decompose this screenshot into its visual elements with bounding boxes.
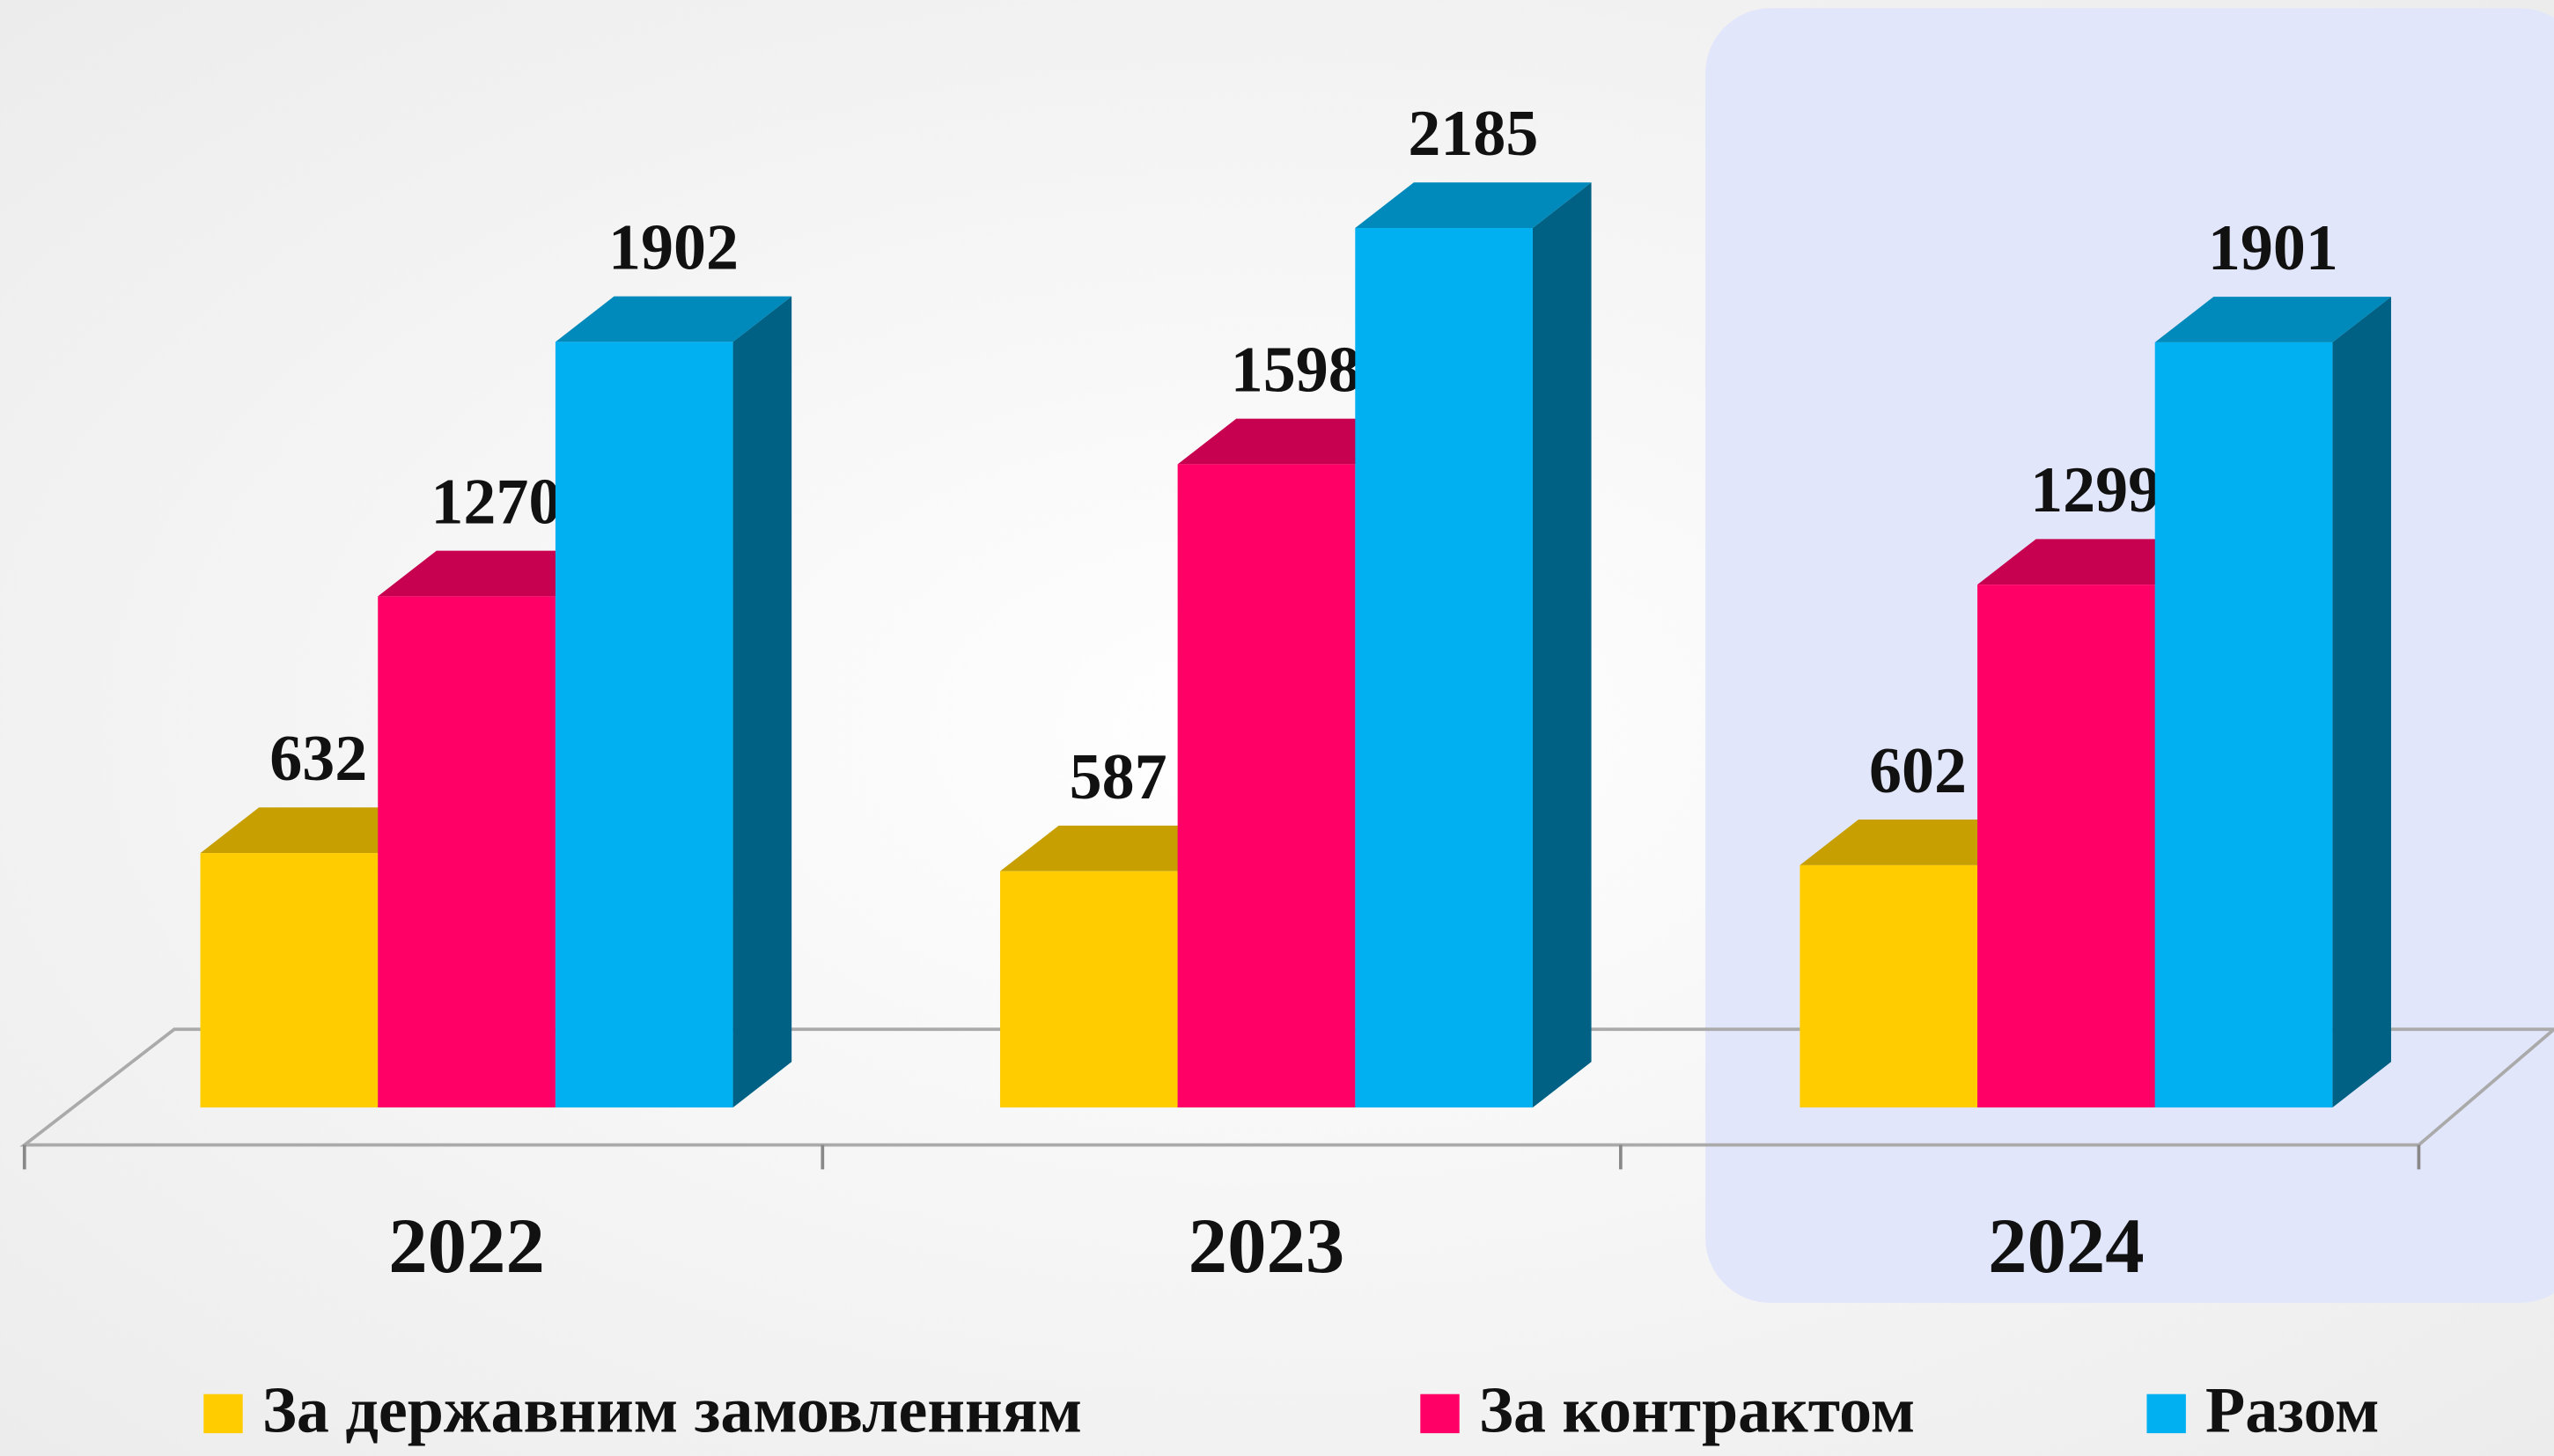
legend-swatch: [2146, 1393, 2186, 1434]
value-label: 632: [269, 723, 367, 795]
bar-top: [1177, 418, 1414, 465]
bar: [1355, 182, 1592, 1108]
bar-front: [555, 342, 733, 1108]
bar-front: [1355, 228, 1533, 1108]
bar-top: [2154, 297, 2391, 342]
bar-top: [555, 296, 792, 342]
value-label: 587: [1070, 741, 1167, 813]
value-label: 1299: [2030, 454, 2160, 526]
legend-label: За державним замовленням: [262, 1375, 1082, 1447]
bar-front: [378, 596, 556, 1108]
bar-top: [1355, 182, 1592, 229]
bar-front: [2154, 342, 2333, 1108]
legend-swatch: [1420, 1393, 1460, 1434]
floor-ticks: [22, 1144, 2421, 1170]
value-label: 602: [1869, 735, 1967, 807]
value-label: 2185: [1408, 98, 1538, 170]
x-tick-label: 2022: [388, 1203, 545, 1290]
legend-swatch: [203, 1393, 243, 1434]
bar-side: [2332, 297, 2391, 1108]
bar-side: [732, 296, 792, 1108]
value-label: 1270: [431, 466, 561, 538]
value-label: 1598: [1231, 334, 1361, 406]
bar: [2154, 297, 2391, 1108]
value-label: 1902: [608, 211, 739, 283]
bar-top: [999, 825, 1237, 871]
x-tick-label: 2023: [1189, 1203, 1345, 1290]
bar: [555, 296, 792, 1108]
bar-top: [378, 550, 615, 597]
bar-top: [200, 807, 437, 854]
bar-front: [1977, 585, 2155, 1108]
bar-top: [1977, 539, 2214, 585]
legend-label: Разом: [2205, 1375, 2380, 1447]
value-label: 1901: [2208, 212, 2338, 284]
bar: [200, 807, 437, 1108]
bar-side: [1532, 182, 1592, 1108]
bar-front: [1177, 464, 1356, 1108]
bar-front: [200, 853, 379, 1108]
legend-label: За контрактом: [1479, 1375, 1915, 1447]
x-tick-label: 2024: [1988, 1203, 2145, 1290]
bar-front: [1800, 864, 1978, 1108]
bar-front: [999, 871, 1178, 1108]
bar-top: [1800, 820, 2036, 865]
